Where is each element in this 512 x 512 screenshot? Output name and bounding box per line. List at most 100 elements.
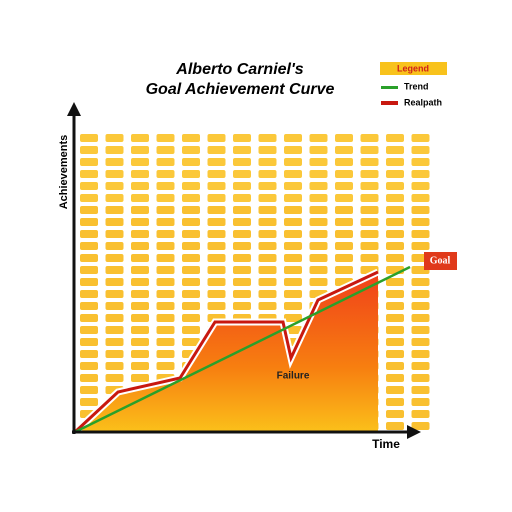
grid-cell — [182, 170, 200, 178]
grid-cell — [386, 338, 404, 346]
grid-cell — [309, 134, 328, 142]
grid-cell — [131, 158, 149, 166]
grid-cell — [182, 230, 200, 238]
grid-cell — [105, 194, 124, 202]
grid-cell — [411, 194, 430, 202]
grid-cell — [80, 266, 98, 274]
grid-cell — [207, 194, 226, 202]
grid-cell — [105, 170, 124, 178]
failure-label: Failure — [277, 371, 310, 382]
grid-cell — [411, 182, 430, 190]
grid-cell — [105, 326, 124, 334]
grid-cell — [411, 386, 430, 394]
grid-cell — [105, 362, 124, 370]
grid-cell — [80, 206, 98, 214]
grid-cell — [182, 314, 200, 322]
grid-cell — [105, 182, 124, 190]
grid-cell — [156, 230, 175, 238]
grid-cell — [131, 350, 149, 358]
y-axis-label: Achievements — [58, 135, 70, 210]
grid-cell — [80, 398, 98, 406]
grid-cell — [284, 158, 302, 166]
grid-cell — [360, 254, 379, 262]
grid-cell — [182, 206, 200, 214]
grid-cell — [182, 338, 200, 346]
grid-cell — [411, 422, 430, 430]
grid-cell — [131, 242, 149, 250]
grid-cell — [386, 158, 404, 166]
legend-swatch — [381, 86, 398, 89]
grid-cell — [182, 182, 200, 190]
grid-cell — [156, 242, 175, 250]
grid-cell — [335, 182, 353, 190]
grid-cell — [258, 182, 277, 190]
grid-cell — [386, 146, 404, 154]
grid-cell — [411, 146, 430, 154]
grid-cell — [105, 374, 124, 382]
grid-cell — [411, 314, 430, 322]
grid-cell — [156, 326, 175, 334]
grid-cell — [105, 242, 124, 250]
realpath-line — [73, 270, 379, 434]
trend-line — [74, 265, 411, 434]
grid-cell — [360, 182, 379, 190]
grid-cell — [258, 254, 277, 262]
x-arrow — [407, 425, 421, 439]
grid-cell — [156, 170, 175, 178]
grid-cell — [105, 278, 124, 286]
grid-cell — [360, 242, 379, 250]
grid-cell — [411, 170, 430, 178]
grid-cell — [207, 218, 226, 226]
grid-cell — [284, 242, 302, 250]
grid-cell — [131, 290, 149, 298]
grid-cell — [156, 158, 175, 166]
achievement-area — [75, 272, 378, 432]
grid-cell — [386, 422, 404, 430]
grid-cell — [284, 194, 302, 202]
grid-cell — [131, 326, 149, 334]
grid-cell — [309, 254, 328, 262]
grid-cell — [80, 194, 98, 202]
grid-cell — [284, 290, 302, 298]
legend-swatch — [381, 101, 398, 105]
legend-label: Realpath — [404, 97, 442, 107]
grid-cell — [131, 302, 149, 310]
grid-cell — [233, 170, 251, 178]
grid-cell — [80, 302, 98, 310]
grid-cell — [207, 266, 226, 274]
grid-cell — [360, 134, 379, 142]
grid-cell — [386, 374, 404, 382]
grid-cell — [80, 326, 98, 334]
grid-cell — [258, 134, 277, 142]
grid-cell — [80, 290, 98, 298]
grid-cell — [258, 218, 277, 226]
grid-cell — [182, 146, 200, 154]
grid-cell — [131, 134, 149, 142]
grid-cell — [233, 278, 251, 286]
grid-cell — [80, 278, 98, 286]
grid-cell — [80, 386, 98, 394]
grid-cell — [182, 326, 200, 334]
grid-cell — [105, 302, 124, 310]
grid-cell — [284, 266, 302, 274]
grid-cell — [258, 146, 277, 154]
grid-cell — [309, 158, 328, 166]
grid-cell — [80, 218, 98, 226]
grid-cell — [411, 302, 430, 310]
grid-cell — [411, 362, 430, 370]
grid-cell — [156, 134, 175, 142]
grid-cell — [386, 410, 404, 418]
grid-cell — [335, 158, 353, 166]
grid-cell — [131, 182, 149, 190]
grid-cell — [411, 410, 430, 418]
grid-cell — [386, 278, 404, 286]
grid-cell — [105, 254, 124, 262]
grid-cell — [105, 206, 124, 214]
grid-cell — [156, 266, 175, 274]
grid-cell — [386, 362, 404, 370]
grid-cell — [335, 218, 353, 226]
grid-cell — [284, 254, 302, 262]
goal-label: Goal — [430, 255, 451, 266]
grid-cell — [156, 146, 175, 154]
